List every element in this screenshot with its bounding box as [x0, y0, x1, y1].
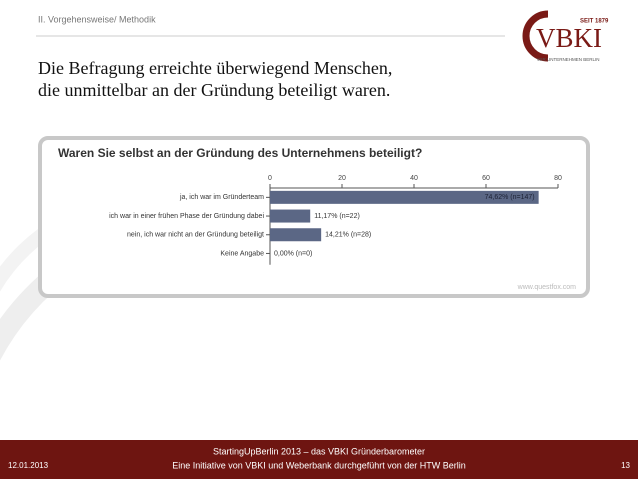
- y-tick-label: ja, ich war im Gründerteam: [179, 194, 264, 201]
- value-label: 14,21% (n=28): [325, 232, 371, 239]
- footer-date: 12.01.2013: [8, 461, 49, 470]
- bar: [270, 228, 322, 242]
- value-label: 74,62% (n=147): [485, 194, 535, 201]
- chart-panel: [38, 136, 590, 298]
- footer-line: StartingUpBerlin 2013 – das VBKI Gründer…: [213, 446, 425, 456]
- section-label: II. Vorgehensweise/ Methodik: [38, 14, 156, 24]
- logo-since: SEIT 1879: [580, 19, 609, 25]
- y-tick-label: nein, ich war nicht an der Gründung bete…: [127, 232, 264, 239]
- x-tick-label: 0: [268, 175, 272, 182]
- y-tick-label: ich war in einer frühen Phase der Gründu…: [109, 213, 264, 220]
- page-number: 13: [621, 461, 630, 470]
- bar: [270, 190, 539, 204]
- value-label: 0,00% (n=0): [274, 250, 312, 257]
- logo-claim: WIR UNTERNEHMEN BERLIN: [537, 57, 600, 62]
- logo-name: VBKI: [536, 23, 602, 53]
- x-tick-label: 40: [410, 175, 418, 182]
- footer-line: Eine Initiative von VBKI und Weberbank d…: [172, 460, 465, 470]
- plot: 0 20 40 60 80 ja, ich war im Gründerteam 74,62…: [109, 175, 562, 265]
- y-tick-label: Keine Angabe: [220, 250, 264, 257]
- slide-title: Die Befragung erreichte überwiegend Mens…: [38, 58, 392, 78]
- x-tick-label: 80: [554, 175, 562, 182]
- value-label: 11,17% (n=22): [314, 213, 360, 220]
- slide-title: die unmittelbar an der Gründung beteilig…: [38, 80, 390, 100]
- watermark: www.questfox.com: [517, 284, 577, 291]
- bar: [270, 209, 311, 223]
- x-tick-label: 20: [338, 175, 346, 182]
- chart-title: Waren Sie selbst an der Gründung des Unt…: [58, 146, 422, 160]
- logo-arc: [522, 10, 549, 62]
- x-tick-label: 60: [482, 175, 490, 182]
- footer-band: [0, 440, 638, 479]
